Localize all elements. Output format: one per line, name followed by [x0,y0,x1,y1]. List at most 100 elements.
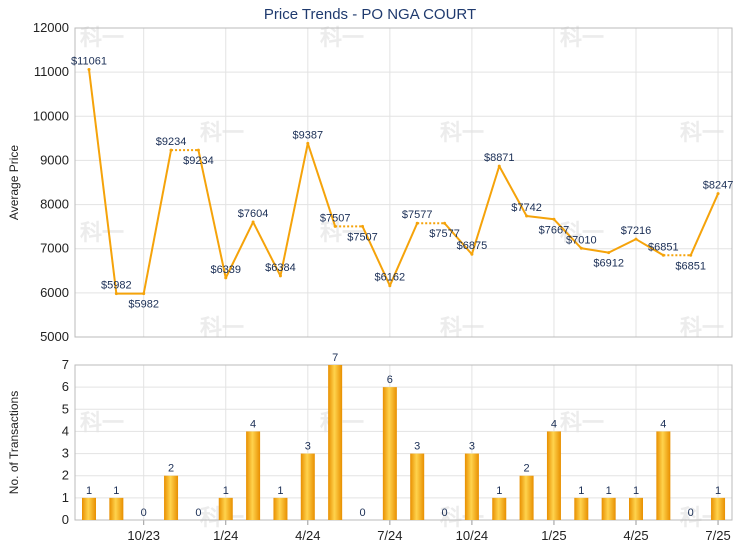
price-data-label: $9387 [293,129,324,141]
bar-data-label: 2 [168,463,174,475]
price-data-label: $6384 [265,262,296,274]
bar-data-label: 1 [277,485,283,497]
bar-data-label: 2 [524,463,530,475]
transaction-bar [273,497,288,520]
transaction-bar [519,475,534,520]
watermark-text: 科一 [320,25,364,50]
transaction-bar [218,497,233,520]
bar-data-label: 1 [633,485,639,497]
bar-data-label: 3 [305,441,311,453]
price-data-label: $7577 [429,228,460,240]
transaction-bar [328,365,343,520]
price-data-label: $7577 [402,209,433,221]
price-data-label: $6912 [593,258,624,270]
transaction-bar [164,475,179,520]
price-line-chart: 5000 6000 7000 8000 9000 10000 11000 12000 Avera… [7,20,733,344]
watermark-text: 科一 [560,410,604,435]
bar-data-label: 4 [660,418,666,430]
bar-data-label: 4 [250,418,256,430]
bottom-xtick-label: 10/23 [127,528,160,543]
price-line-segment [88,69,118,294]
price-data-label: $7742 [511,202,542,214]
chart-title: Price Trends - PO NGA COURT [263,6,477,23]
bar-data-label: 0 [195,507,201,519]
price-data-label: $9234 [183,155,214,167]
transaction-bar [382,387,397,520]
price-data-label: $6162 [375,272,406,284]
price-data-label: $7507 [347,231,378,243]
top-ytick-label: 7000 [40,241,69,256]
bottom-xtick-label: 4/24 [295,528,320,543]
bottom-y-axis-label: No. of Transactions [7,391,21,494]
price-line-segment [142,149,173,294]
price-data-label: $7667 [539,224,570,236]
top-ytick-label: 5000 [40,329,69,344]
bottom-ytick-label: 0 [62,512,69,527]
top-ytick-label: 6000 [40,285,69,300]
transaction-bar [410,453,425,520]
price-line-segment [224,221,254,279]
watermark-text: 科一 [680,315,724,340]
transactions-bar-chart: 0 1 2 3 4 5 6 7 10/23 1/24 4/24 7/24 10/24 1/25 4/25 7/… [7,352,733,543]
price-point [196,148,200,152]
top-ytick-label: 8000 [40,197,69,212]
price-point [388,284,392,288]
transaction-bar [109,497,124,520]
price-point [251,220,255,224]
watermark-text: 科一 [200,120,244,145]
transaction-bar [492,497,507,520]
watermark-text: 科一 [440,315,484,340]
watermark-text: 科一 [320,220,364,245]
bottom-xtick-label: 10/24 [456,528,489,543]
price-data-label: $9234 [156,136,187,148]
bottom-ytick-label: 1 [62,490,69,505]
bar-data-label: 3 [469,441,475,453]
price-data-label: $6851 [675,260,706,272]
bar-data-label: 0 [141,507,147,519]
price-data-label: $8871 [484,152,515,164]
bar-data-label: 0 [359,507,365,519]
price-point [224,276,228,280]
price-data-label: $7010 [566,234,597,246]
bar-data-label: 3 [414,441,420,453]
watermark-text: 科一 [560,25,604,50]
price-line-segment [553,218,583,249]
price-data-label: $5982 [101,280,132,292]
bar-data-label: 1 [496,485,502,497]
price-point [278,274,282,278]
price-point [525,214,529,218]
price-point [114,292,118,296]
price-line-segment [608,238,637,254]
watermark-text: 科一 [200,315,244,340]
transaction-bar [82,497,96,520]
price-line-segment [470,165,501,255]
price-point [142,292,146,296]
watermark-text: 科一 [440,120,484,145]
price-data-label: $6875 [457,240,488,252]
bar-data-label: 0 [441,507,447,519]
bottom-ytick-label: 6 [62,379,69,394]
price-point [443,221,447,225]
bottom-xtick-label: 4/25 [623,528,648,543]
bottom-xtick-label: 1/25 [541,528,566,543]
price-line-segment [252,221,282,277]
price-line-segment [197,149,227,279]
watermark-text: 科一 [680,120,724,145]
price-data-label: $6339 [210,264,241,276]
bottom-xtick-label: 7/25 [705,528,730,543]
bar-data-label: 1 [113,485,119,497]
transaction-bar [300,453,315,520]
bottom-ytick-label: 4 [62,423,69,438]
transaction-bar [574,497,589,520]
transaction-bar [601,497,616,520]
price-data-label: $8247 [703,180,734,192]
bottom-ytick-label: 2 [62,468,69,483]
price-line-segment [689,193,719,256]
price-line-segment [526,214,555,221]
bar-data-label: 1 [578,485,584,497]
price-line-segment [581,247,609,254]
bar-data-label: 6 [387,374,393,386]
top-ytick-label: 9000 [40,152,69,167]
top-ytick-label: 10000 [33,108,69,123]
